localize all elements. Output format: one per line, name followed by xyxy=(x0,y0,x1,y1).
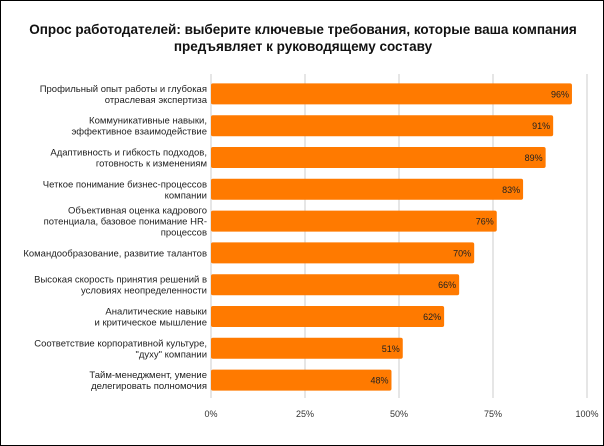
value-label: 83% xyxy=(502,185,520,195)
bar xyxy=(211,115,554,137)
value-label: 51% xyxy=(382,344,400,354)
category-label: Четкое понимание бизнес-процессов компани… xyxy=(43,179,207,201)
x-tick-label: 75% xyxy=(484,409,502,419)
bar xyxy=(211,337,403,359)
bar xyxy=(211,210,497,232)
category-label: Адаптивность и гибкость подходов, готовно… xyxy=(50,148,207,170)
bar xyxy=(211,178,524,200)
x-tick-label: 0% xyxy=(204,409,217,419)
category-label: Объективная оценка кадрового потенциала, … xyxy=(44,206,207,239)
value-label: 70% xyxy=(453,248,471,258)
value-label: 48% xyxy=(370,376,388,386)
bars xyxy=(211,83,572,391)
value-label: 89% xyxy=(525,153,543,163)
category-label: Соответствие корпоративной культуре, "дух… xyxy=(34,338,207,360)
value-labels: 96% 91% 89% 83% 76% 70% 66% 62% 51% 48% xyxy=(370,89,568,385)
x-tick-label: 25% xyxy=(296,409,314,419)
category-labels: Профильный опыт работы и глубокая отрасле… xyxy=(23,84,207,392)
x-tick-label: 100% xyxy=(575,409,598,419)
value-label: 76% xyxy=(476,217,494,227)
bar xyxy=(211,369,392,391)
category-label: Коммуникативные навыки, эффективное взаим… xyxy=(71,116,207,138)
category-label: Высокая скорость принятия решений в услов… xyxy=(34,275,207,297)
value-label: 91% xyxy=(532,121,550,131)
category-label: Профильный опыт работы и глубокая отрасле… xyxy=(40,84,208,106)
bar xyxy=(211,306,445,327)
value-label: 62% xyxy=(423,312,441,322)
category-label: Тайм-менеджмент, умение делегировать полн… xyxy=(89,370,207,392)
x-axis-ticks: 0% 25% 50% 75% 100% xyxy=(204,409,598,419)
bar xyxy=(211,83,572,105)
x-tick-label: 50% xyxy=(390,409,408,419)
value-label: 66% xyxy=(438,280,456,290)
category-label: Командообразование, развитие талантов xyxy=(23,248,207,259)
category-label: Аналитические навыки и критическое мышлен… xyxy=(95,307,207,329)
bar xyxy=(211,274,460,296)
value-label: 96% xyxy=(551,89,569,99)
bar xyxy=(211,242,475,264)
chart-title: Опрос работодателей: выберите ключевые т… xyxy=(29,22,577,54)
bar xyxy=(211,147,546,168)
